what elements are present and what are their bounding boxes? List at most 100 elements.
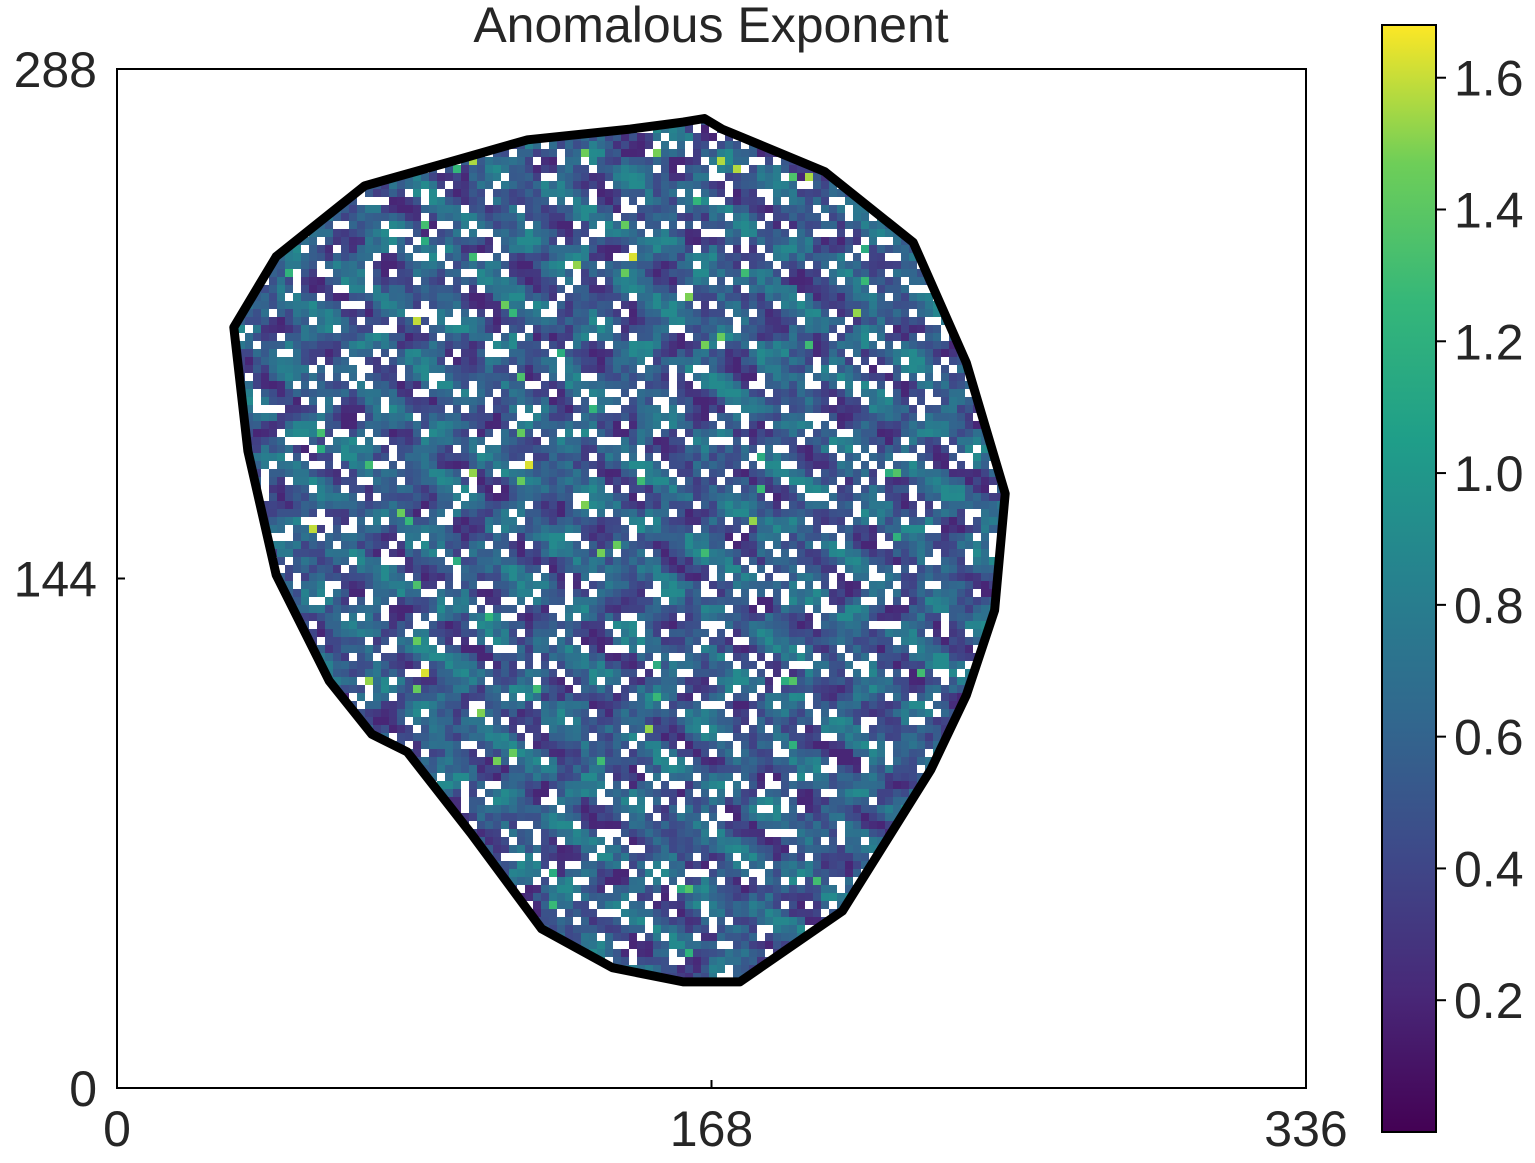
- heatmap-cell: [589, 301, 597, 309]
- heatmap-cell: [341, 357, 349, 365]
- heatmap-cell: [493, 365, 501, 373]
- heatmap-cell: [469, 173, 477, 181]
- heatmap-cell: [725, 173, 733, 181]
- heatmap-cell: [549, 157, 557, 165]
- heatmap-cell: [781, 341, 789, 349]
- heatmap-cell: [309, 357, 317, 365]
- heatmap-cell: [637, 237, 645, 245]
- heatmap-cell: [589, 277, 597, 285]
- heatmap-cell: [405, 205, 413, 213]
- heatmap-cell: [725, 285, 733, 293]
- heatmap-cell: [853, 261, 861, 269]
- heatmap-cell: [333, 341, 341, 349]
- heatmap-cell: [805, 349, 813, 357]
- heatmap-cell: [837, 253, 845, 261]
- heatmap-cell: [701, 253, 709, 261]
- heatmap-cell: [805, 229, 813, 237]
- heatmap-cell: [797, 229, 805, 237]
- heatmap-cell: [829, 205, 837, 213]
- heatmap-cell: [885, 341, 893, 349]
- heatmap-cell: [909, 253, 917, 261]
- heatmap-cell: [357, 253, 365, 261]
- heatmap-cell: [693, 357, 701, 365]
- heatmap-cell: [333, 349, 341, 357]
- heatmap-cell: [797, 341, 805, 349]
- heatmap-cell: [261, 333, 269, 341]
- heatmap-cell: [445, 341, 453, 349]
- heatmap-cell: [901, 301, 909, 309]
- heatmap-cell: [325, 221, 333, 229]
- heatmap-cell: [693, 285, 701, 293]
- heatmap-cell: [389, 253, 397, 261]
- heatmap-cell: [845, 261, 853, 269]
- heatmap-cell: [781, 261, 789, 269]
- heatmap-cell: [685, 269, 693, 277]
- heatmap-cell: [901, 325, 909, 333]
- heatmap-cell: [725, 197, 733, 205]
- heatmap-cell: [773, 365, 781, 373]
- heatmap-cell: [741, 149, 749, 157]
- heatmap-cell: [613, 341, 621, 349]
- heatmap-cell: [581, 189, 589, 197]
- heatmap-cell: [725, 293, 733, 301]
- heatmap-cell: [717, 165, 725, 173]
- heatmap-cell: [629, 261, 637, 269]
- heatmap-cell: [837, 357, 845, 365]
- heatmap-cell: [925, 293, 933, 301]
- heatmap-cell: [381, 269, 389, 277]
- heatmap-cell: [357, 269, 365, 277]
- heatmap-cell: [525, 237, 533, 245]
- heatmap-cell: [733, 181, 741, 189]
- heatmap-cell: [645, 133, 653, 141]
- heatmap-cell: [501, 181, 509, 189]
- heatmap-cell: [333, 229, 341, 237]
- heatmap-cell: [949, 341, 957, 349]
- heatmap-cell: [733, 293, 741, 301]
- heatmap-cell: [573, 349, 581, 357]
- heatmap-cell: [533, 253, 541, 261]
- heatmap-cell: [669, 341, 677, 349]
- heatmap-cell: [365, 357, 373, 365]
- heatmap-cell: [477, 341, 485, 349]
- heatmap-cell: [661, 213, 669, 221]
- heatmap-cell: [493, 325, 501, 333]
- heatmap-cell: [373, 373, 381, 381]
- heatmap-cell: [845, 269, 853, 277]
- heatmap-cell: [397, 309, 405, 317]
- heatmap-cell: [685, 189, 693, 197]
- heatmap-cell: [909, 293, 917, 301]
- heatmap-cell: [349, 341, 357, 349]
- heatmap-cell: [413, 341, 421, 349]
- heatmap-cell: [645, 245, 653, 253]
- heatmap-cell: [509, 373, 517, 381]
- heatmap-cell: [789, 341, 797, 349]
- heatmap-cell: [341, 245, 349, 253]
- heatmap-cell: [373, 229, 381, 237]
- heatmap-cell: [717, 245, 725, 253]
- heatmap-cell: [765, 245, 773, 253]
- heatmap-cell: [341, 325, 349, 333]
- heatmap-cell: [749, 181, 757, 189]
- heatmap-cell: [421, 205, 429, 213]
- heatmap-cell: [925, 349, 933, 357]
- heatmap-cell: [381, 381, 389, 389]
- heatmap-cell: [597, 173, 605, 181]
- heatmap-cell: [317, 341, 325, 349]
- heatmap-cell: [533, 317, 541, 325]
- heatmap-cell: [517, 181, 525, 189]
- heatmap-cell: [621, 333, 629, 341]
- heatmap-cell: [717, 365, 725, 373]
- heatmap-cell: [773, 197, 781, 205]
- heatmap-cell: [709, 261, 717, 269]
- heatmap-cell: [901, 309, 909, 317]
- heatmap-cell: [669, 269, 677, 277]
- heatmap-cell: [413, 357, 421, 365]
- heatmap-cell: [349, 277, 357, 285]
- heatmap-cell: [477, 197, 485, 205]
- heatmap-cell: [621, 301, 629, 309]
- heatmap-cell: [813, 285, 821, 293]
- heatmap-cell: [597, 341, 605, 349]
- heatmap-cell: [869, 341, 877, 349]
- heatmap-cell: [861, 213, 869, 221]
- heatmap-cell: [493, 189, 501, 197]
